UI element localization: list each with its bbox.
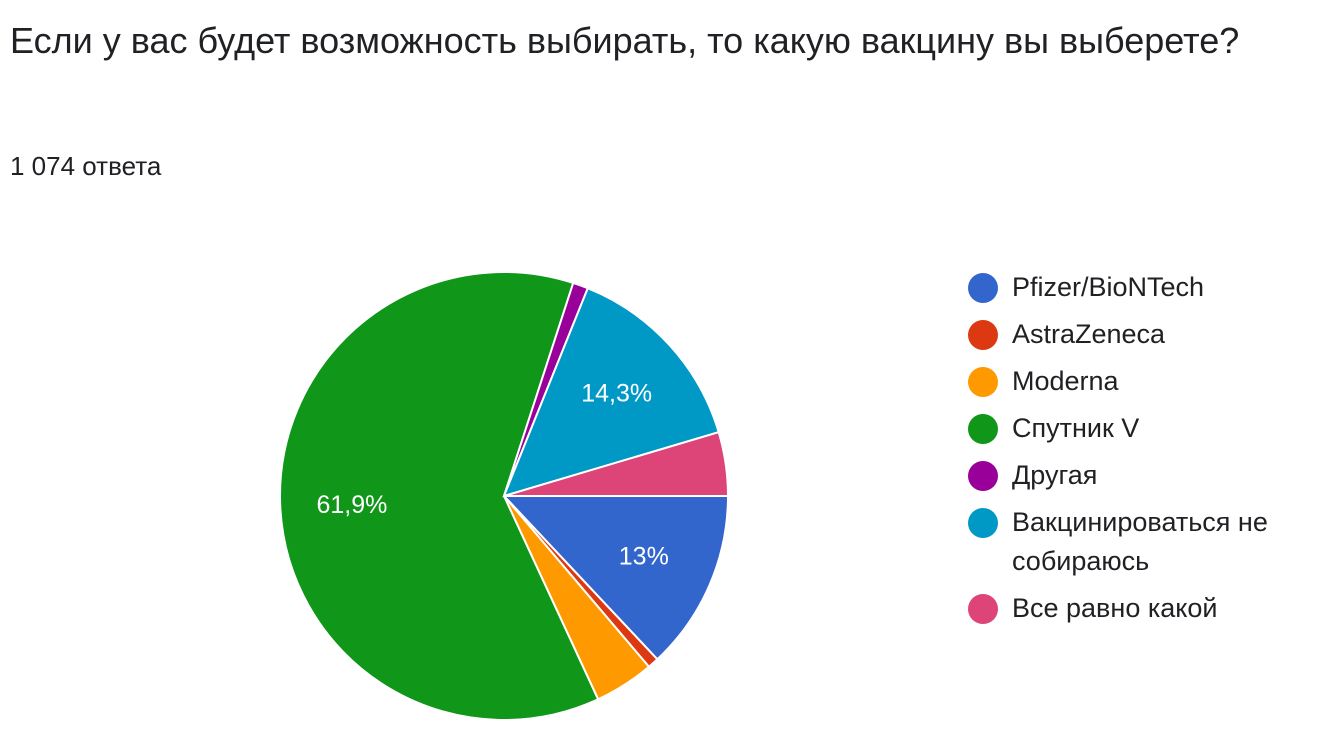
legend-swatch	[968, 461, 998, 491]
legend-label: Moderna	[1012, 366, 1119, 396]
legend-item: Pfizer/BioNTech	[968, 268, 1318, 307]
legend-item: Спутник V	[968, 409, 1318, 448]
legend-item: Все равно какой	[968, 589, 1318, 628]
question-title: Если у вас будет возможность выбирать, т…	[10, 20, 1240, 61]
legend-item: Вакцинироваться не собираюсь	[968, 503, 1318, 581]
legend-label: Все равно какой	[1012, 593, 1218, 623]
legend-swatch	[968, 414, 998, 444]
pie-slice-label: 13%	[619, 542, 669, 570]
pie-slice-label: 61,9%	[317, 491, 388, 519]
legend-label: Вакцинироваться не собираюсь	[1012, 507, 1268, 576]
legend-label: Pfizer/BioNTech	[1012, 272, 1205, 302]
legend-swatch	[968, 367, 998, 397]
pie-slice-label: 14,3%	[581, 379, 652, 407]
legend-item: Moderna	[968, 362, 1318, 401]
legend-swatch	[968, 594, 998, 624]
pie-slice	[502, 286, 720, 498]
pie-slice	[503, 430, 730, 497]
chart-legend: Pfizer/BioNTech AstraZeneca Moderna Спутник…	[968, 268, 1318, 636]
legend-item: AstraZeneca	[968, 315, 1318, 354]
legend-label: AstraZeneca	[1012, 319, 1166, 349]
pie-slices	[279, 271, 730, 721]
legend-item: Другая	[968, 456, 1318, 495]
pie-slice	[279, 271, 600, 721]
pie-slice	[501, 495, 730, 661]
legend-label: Другая	[1012, 460, 1098, 490]
response-count: 1 074 ответа	[10, 151, 162, 181]
legend-swatch	[968, 273, 998, 303]
legend-label: Спутник V	[1012, 413, 1140, 443]
legend-swatch	[968, 508, 998, 538]
pie-labels: 13% 61,9% 14,3%	[317, 379, 669, 570]
legend-swatch	[968, 320, 998, 350]
